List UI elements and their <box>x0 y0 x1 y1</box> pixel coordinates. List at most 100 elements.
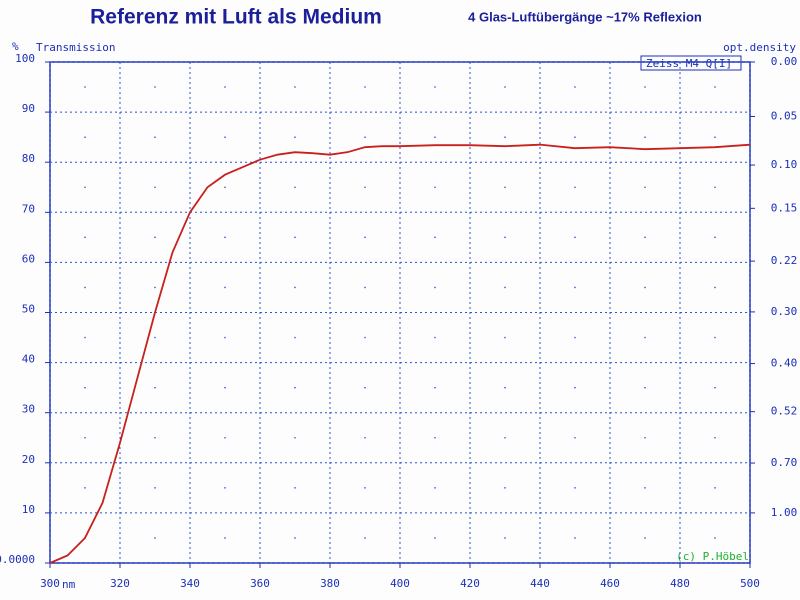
grid-dot <box>84 236 86 239</box>
x-tick-label: 380 <box>320 577 340 590</box>
grid-dot <box>294 236 296 239</box>
grid-dot <box>434 236 436 239</box>
x-tick-label: 400 <box>390 577 410 590</box>
y-tick-label: 60 <box>22 252 35 265</box>
grid-dot <box>644 537 646 539</box>
grid-dot <box>224 286 226 289</box>
grid-dot <box>224 236 226 239</box>
chart-title: Referenz mit Luft als Medium <box>90 6 382 29</box>
grid-dot <box>714 136 716 138</box>
grid-dot <box>224 336 226 339</box>
y-tick-label: 100 <box>15 52 35 65</box>
grid-dot <box>224 86 226 88</box>
x-tick-label: 360 <box>250 577 270 590</box>
x-tick-label: 440 <box>530 577 550 590</box>
x-tick-label: 460 <box>600 577 620 590</box>
y2-tick-label: 0.52 <box>771 405 798 418</box>
grid-dot <box>224 537 226 539</box>
y2-tick-label: 0.15 <box>771 201 798 214</box>
grid-dot <box>364 336 366 339</box>
grid-dot <box>644 236 646 239</box>
y-tick-label: 50 <box>22 303 35 316</box>
grid-dot <box>434 136 436 138</box>
grid-dot <box>714 436 716 439</box>
grid-dot <box>154 136 156 138</box>
grid-dot <box>364 487 366 489</box>
grid-dot <box>504 436 506 439</box>
y-tick-label: 80 <box>22 152 35 165</box>
grid-dot <box>504 136 506 138</box>
grid-dot <box>364 537 366 539</box>
grid-dot <box>154 336 156 339</box>
grid-dot <box>154 186 156 189</box>
grid-dot <box>574 236 576 239</box>
grid-dot <box>84 386 86 389</box>
grid-dot <box>364 136 366 138</box>
grid-dot <box>504 487 506 489</box>
y-axis-label: Transmission <box>36 41 115 54</box>
grid-dot <box>154 86 156 88</box>
grid-dot <box>294 286 296 289</box>
y-tick-label: 70 <box>22 202 35 215</box>
y-tick-label: 10 <box>22 503 35 516</box>
grid-dot <box>84 186 86 189</box>
grid-dot <box>714 487 716 489</box>
y2-tick-label: 0.05 <box>771 109 798 122</box>
grid-dot <box>504 386 506 389</box>
grid-dot <box>574 186 576 189</box>
grid-dot <box>224 186 226 189</box>
y2-tick-label: 0.10 <box>771 158 798 171</box>
grid-dot <box>434 336 436 339</box>
grid-dot <box>294 186 296 189</box>
grid-dot <box>644 286 646 289</box>
grid-dot <box>364 436 366 439</box>
grid-dot <box>574 487 576 489</box>
grid-dot <box>154 436 156 439</box>
y2-tick-label: 0.00 <box>771 55 798 68</box>
grid-dot <box>714 537 716 539</box>
grid-dot <box>714 286 716 289</box>
grid-dot <box>434 86 436 88</box>
grid-dot <box>644 386 646 389</box>
grid-dot <box>364 186 366 189</box>
y2-tick-label: 0.30 <box>771 305 798 318</box>
data-line <box>49 143 751 564</box>
grid-dot <box>364 86 366 88</box>
grid-dot <box>294 136 296 138</box>
grid-dot <box>504 537 506 539</box>
grid-dot <box>504 336 506 339</box>
grid-dot <box>644 186 646 189</box>
grid-dot <box>84 136 86 138</box>
grid-dot <box>154 236 156 239</box>
grid-dot <box>84 436 86 439</box>
grid-dot <box>574 136 576 138</box>
grid-dot <box>714 186 716 189</box>
y-tick-label: 0.0000 <box>0 553 35 566</box>
grid-dot <box>154 286 156 289</box>
y2-tick-label: 0.22 <box>771 254 798 267</box>
grid-dot <box>294 436 296 439</box>
y-tick-label: 20 <box>22 453 35 466</box>
grid-dot <box>294 386 296 389</box>
grid-dot <box>294 537 296 539</box>
y2-axis-label: opt.density <box>723 41 796 54</box>
x-axis-label: nm <box>62 578 76 591</box>
grid-dot <box>364 386 366 389</box>
grid-dot <box>434 436 436 439</box>
grid-dot <box>504 286 506 289</box>
x-tick-label: 480 <box>670 577 690 590</box>
y2-tick-label: 1.00 <box>771 506 798 519</box>
grid-dot <box>574 537 576 539</box>
grid-dot <box>574 436 576 439</box>
x-tick-label: 340 <box>180 577 200 590</box>
grid-dot <box>434 386 436 389</box>
grid-dot <box>224 436 226 439</box>
grid-dot <box>714 336 716 339</box>
grid-dot <box>84 86 86 88</box>
grid-dot <box>154 386 156 389</box>
grid-dot <box>504 236 506 239</box>
annotation: Zeiss M4 Q[I] <box>646 57 732 70</box>
grid-dot <box>504 86 506 88</box>
grid-dot <box>154 537 156 539</box>
